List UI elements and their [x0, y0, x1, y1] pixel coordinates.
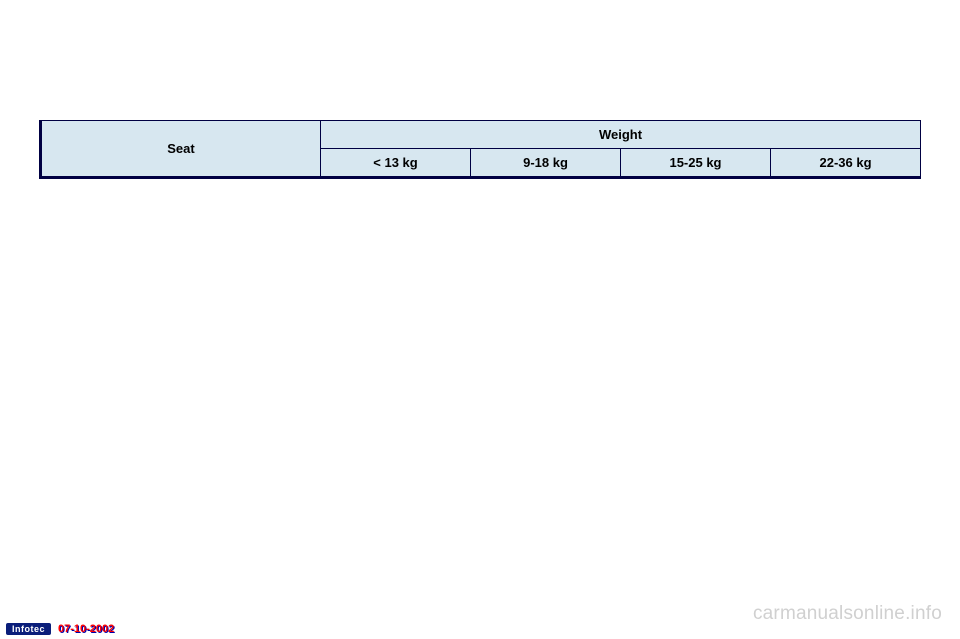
table-header-row-1: Seat Weight [41, 121, 921, 149]
col-header-w1: 9-18 kg [471, 149, 621, 178]
footer-date: 07-10-2002 [58, 623, 114, 635]
col-header-w3: 22-36 kg [771, 149, 921, 178]
col-header-seat: Seat [41, 121, 321, 178]
seat-weight-table-wrap: Seat Weight < 13 kg 9-18 kg 15-25 kg 22-… [39, 120, 919, 179]
footer-bar: 07-10-2002 07-10-2002 Infotec [0, 623, 960, 639]
col-header-weight: Weight [321, 121, 921, 149]
infotec-badge: Infotec [6, 623, 51, 635]
col-header-w0: < 13 kg [321, 149, 471, 178]
page-root: Seat Weight < 13 kg 9-18 kg 15-25 kg 22-… [0, 0, 960, 639]
col-header-w2: 15-25 kg [621, 149, 771, 178]
watermark-text: carmanualsonline.info [753, 603, 942, 625]
seat-weight-table: Seat Weight < 13 kg 9-18 kg 15-25 kg 22-… [39, 120, 921, 179]
